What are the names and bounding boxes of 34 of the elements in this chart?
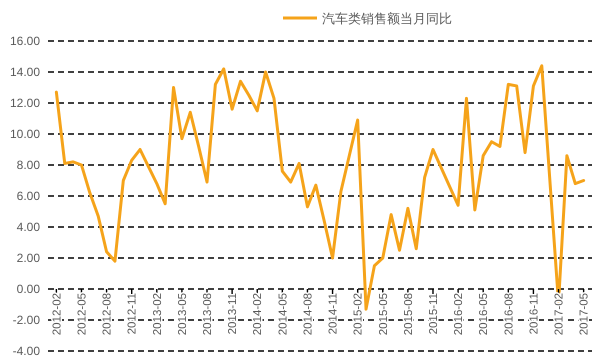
y-tick-label: 0.00 (16, 282, 40, 296)
x-tick-label: 2015-08 (402, 293, 415, 336)
legend-label: 汽车类销售额当月同比 (322, 11, 452, 26)
x-tick-label: 2012-02 (51, 293, 64, 336)
x-tick-label: 2015-02 (352, 293, 365, 336)
y-tick-label: 10.00 (10, 127, 40, 141)
x-tick-label: 2016-05 (478, 293, 490, 336)
x-tick-label: 2016-08 (503, 293, 516, 336)
x-tick-label: 2013-08 (202, 293, 214, 336)
x-tick-label: 2015-05 (378, 293, 390, 336)
x-tick-label: 2012-11 (126, 293, 139, 334)
y-tick-label: 8.00 (16, 158, 40, 172)
y-tick-label: 14.00 (10, 65, 40, 79)
x-tick-label: 2016-02 (453, 293, 466, 336)
y-tick-label: -4.00 (12, 344, 40, 358)
x-tick-label: 2012-08 (102, 293, 114, 336)
x-tick-label: 2012-05 (76, 293, 88, 336)
x-tick-label: 2013-02 (152, 293, 164, 336)
x-tick-label: 2017-05 (578, 293, 591, 336)
y-tick-label: 2.00 (16, 251, 40, 265)
y-tick-label: 4.00 (16, 220, 40, 234)
y-tick-label: 6.00 (16, 189, 40, 203)
x-tick-label: 2013-11 (227, 293, 240, 334)
x-tick-label: 2016-11 (528, 293, 540, 334)
y-tick-label: 16.00 (10, 34, 40, 48)
x-tick-label: 2017-02 (554, 293, 566, 336)
x-tick-label: 2014-05 (277, 293, 290, 336)
y-tick-label: -2.00 (12, 313, 40, 327)
x-tick-label: 2015-11 (428, 293, 440, 334)
x-tick-label: 2014-08 (302, 293, 314, 336)
y-tick-label: 12.00 (10, 96, 40, 110)
x-tick-label: 2014-02 (252, 293, 264, 336)
x-tick-label: 2013-05 (176, 293, 189, 336)
x-tick-label: 2014-11 (328, 293, 340, 334)
